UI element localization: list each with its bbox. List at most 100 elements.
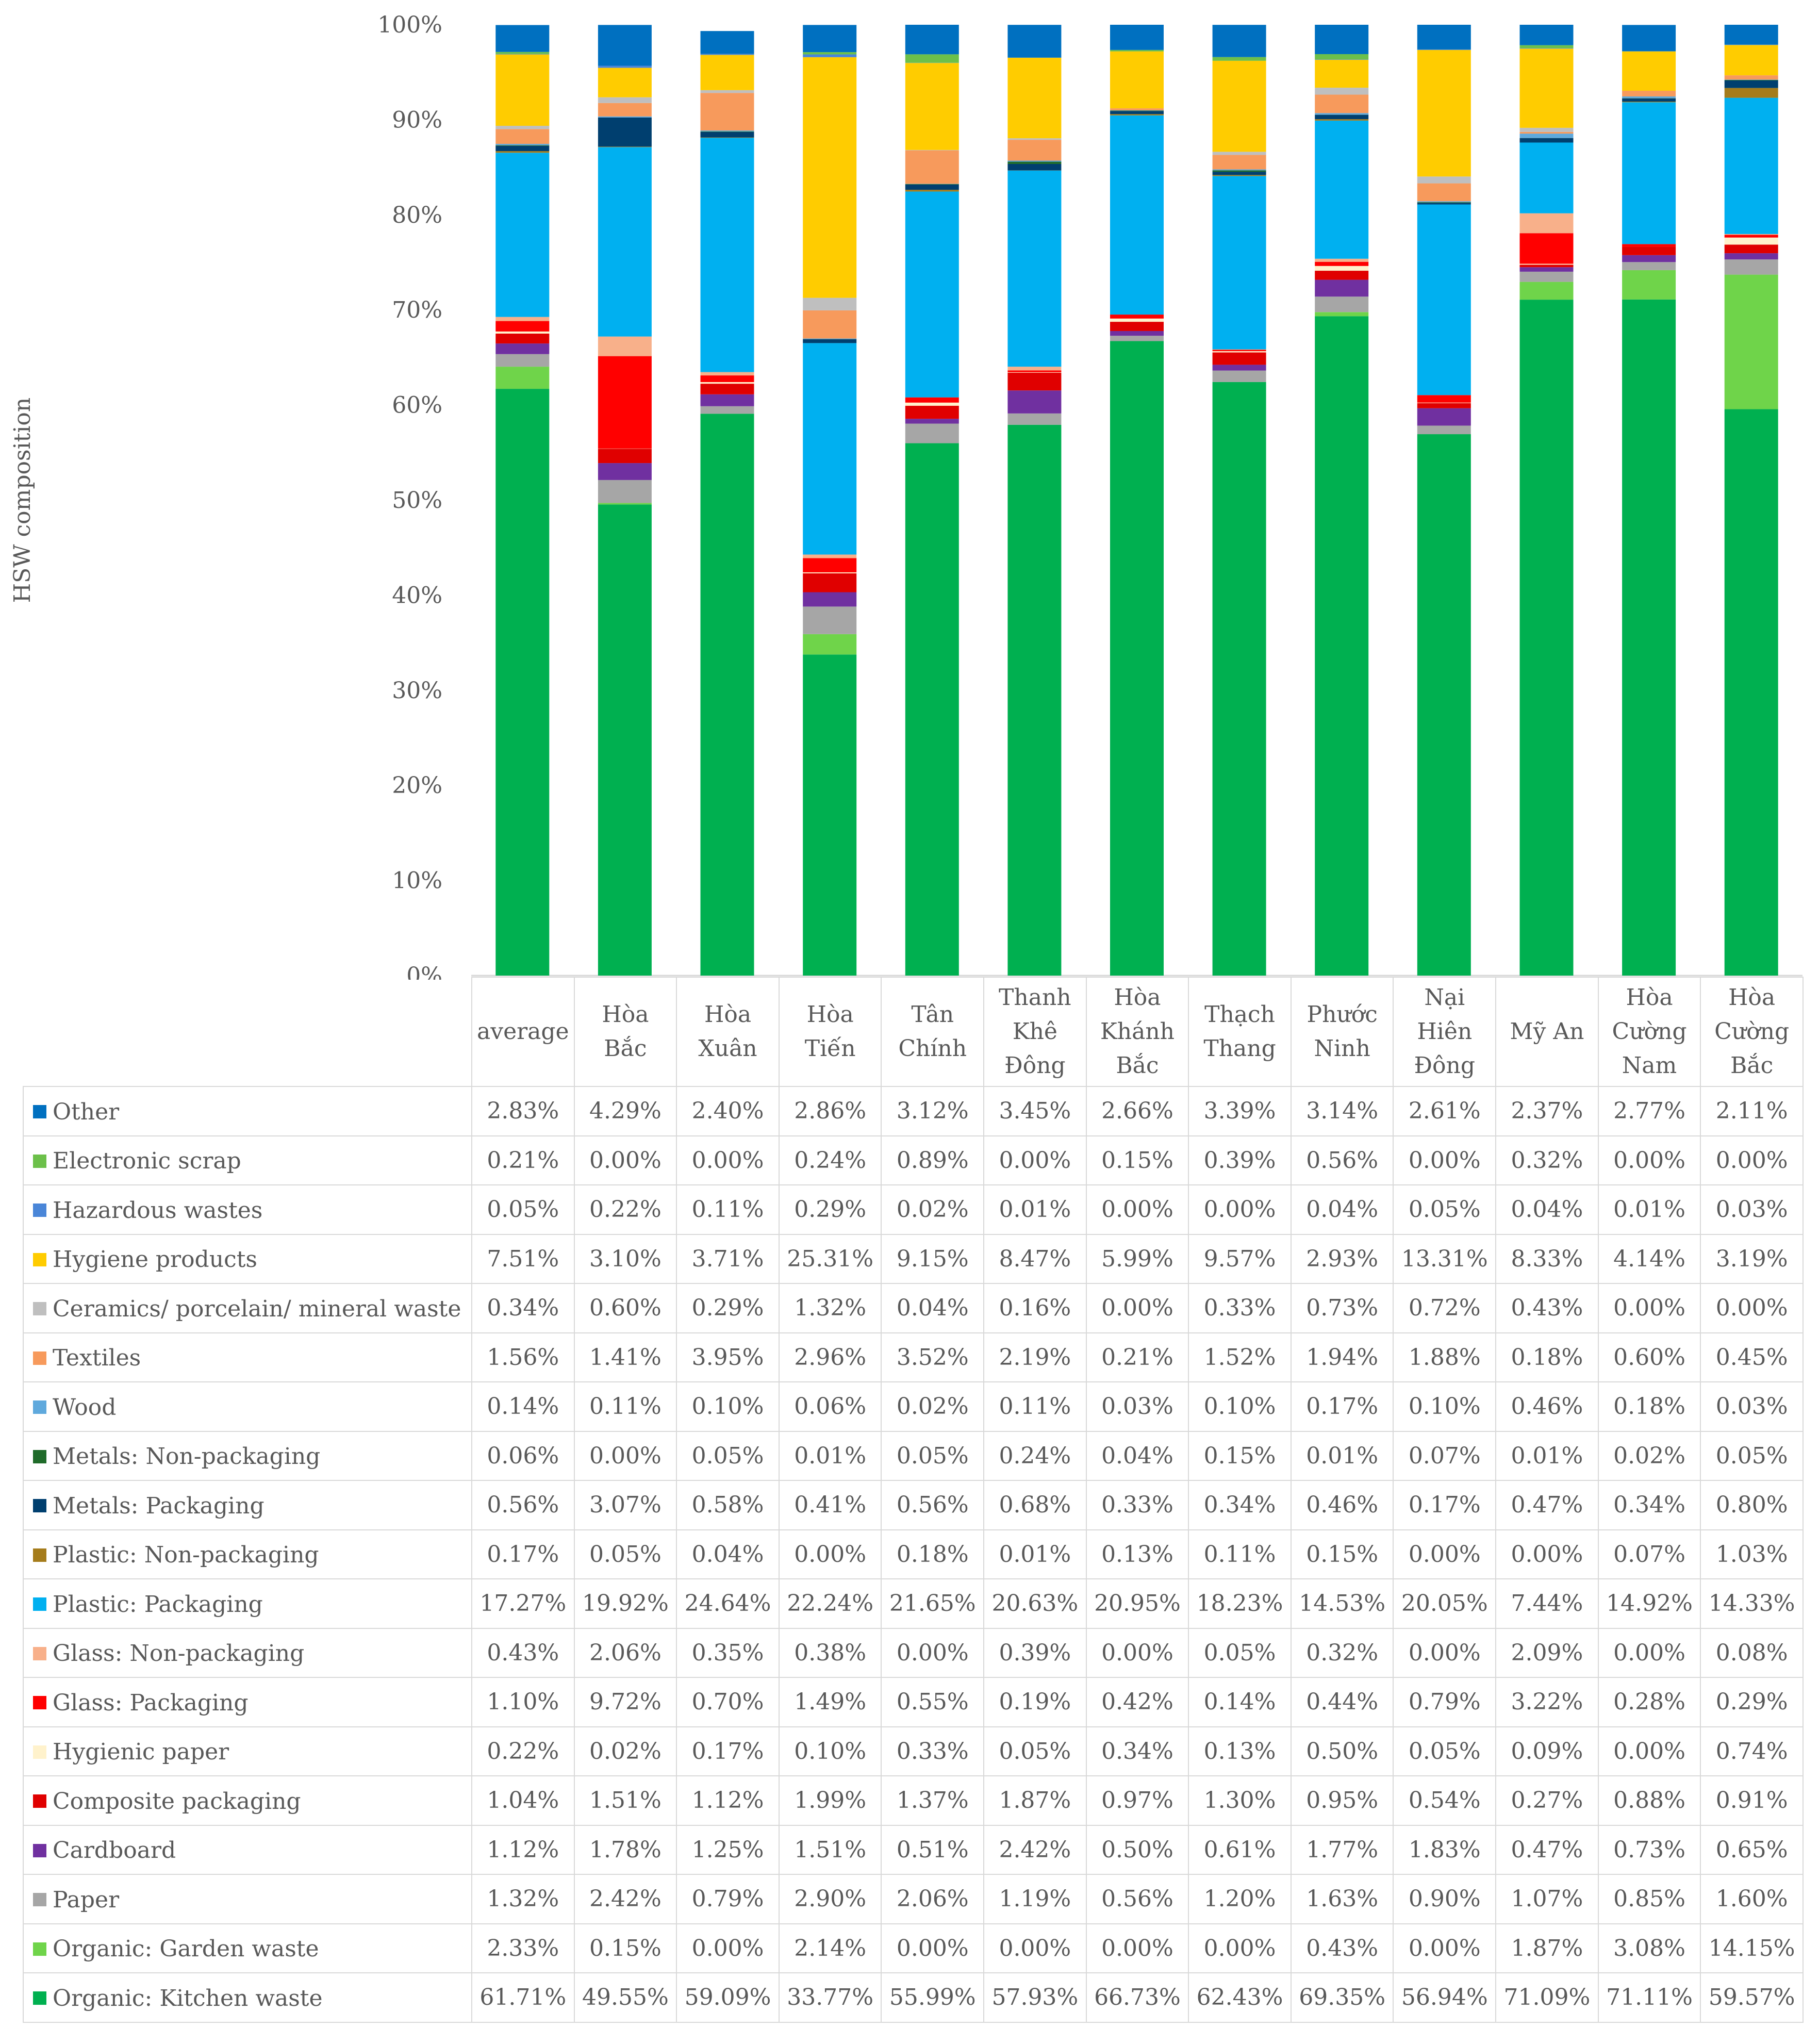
data-label: 0.29%: [778, 1184, 882, 1235]
data-label: 0.00%: [1085, 1283, 1189, 1333]
bar-segment: [1110, 110, 1164, 111]
legend-swatch: [33, 1400, 46, 1414]
data-label: 55.99%: [881, 1972, 985, 2023]
bar-segment: [1110, 25, 1164, 50]
series-name: Glass: Packaging: [53, 1689, 249, 1716]
data-label: 9.57%: [1188, 1233, 1292, 1284]
table-row: Textiles 1.56% 1.41% 3.95% 2.96% 3.52% 2.19% 0.…: [23, 1332, 1804, 1382]
legend-entry: Metals: Non-packaging: [23, 1430, 472, 1481]
series-name: Paper: [53, 1886, 120, 1913]
category-label-line: Cường: [1714, 1018, 1790, 1045]
data-label: 21.65%: [881, 1578, 985, 1629]
data-label: 0.10%: [676, 1381, 780, 1432]
category-header: Hòa Cường Bắc: [1700, 977, 1804, 1087]
data-label: 0.00%: [1393, 1135, 1497, 1185]
data-label: 0.00%: [881, 1923, 985, 1973]
data-label: 7.44%: [1495, 1578, 1599, 1629]
data-label: 3.71%: [676, 1233, 780, 1284]
data-label: 0.39%: [983, 1627, 1087, 1678]
table-row: Cardboard 1.12% 1.78% 1.25% 1.51% 0.51% 2.42% 0…: [23, 1824, 1804, 1875]
data-label: 2.33%: [471, 1923, 575, 1973]
data-label: 0.74%: [1700, 1726, 1804, 1776]
data-label: 0.00%: [573, 1135, 677, 1185]
table-row: Plastic: Non-packaging 0.17% 0.05% 0.04% 0.0…: [23, 1529, 1804, 1579]
data-label: 0.32%: [1290, 1627, 1394, 1678]
data-label: 0.38%: [778, 1627, 882, 1678]
bar-segment: [803, 57, 857, 298]
data-label: 5.99%: [1085, 1233, 1189, 1284]
data-label: 0.01%: [778, 1430, 882, 1481]
data-label: 0.05%: [1393, 1184, 1497, 1235]
bar-segment: [905, 419, 959, 424]
data-label: 59.09%: [676, 1972, 780, 2023]
data-label: 0.03%: [1700, 1184, 1804, 1235]
data-label: 49.55%: [573, 1972, 677, 2023]
bar-segment: [803, 572, 857, 573]
category-label-line: average: [477, 1018, 569, 1045]
legend-swatch: [33, 1991, 46, 2005]
data-label: 4.29%: [573, 1086, 677, 1136]
data-label: 0.95%: [1290, 1775, 1394, 1826]
series-name: Wood: [53, 1394, 117, 1421]
data-label: 19.92%: [573, 1578, 677, 1629]
bar-segment: [700, 31, 754, 54]
bar-segment: [1417, 202, 1471, 203]
bar-segment: [1519, 131, 1574, 134]
bar-segment: [495, 367, 550, 389]
data-label: 0.05%: [881, 1430, 985, 1481]
category-label-line: Hòa: [602, 1001, 649, 1028]
data-label: 61.71%: [471, 1972, 575, 2023]
data-label: 59.57%: [1700, 1972, 1804, 2023]
data-label: 66.73%: [1085, 1972, 1189, 2023]
bar-segment: [1212, 25, 1266, 57]
bar-segment: [700, 372, 754, 376]
data-label: 0.00%: [1188, 1923, 1292, 1973]
legend-entry: Plastic: Packaging: [23, 1578, 472, 1629]
bar-segment: [1315, 120, 1369, 259]
data-label: 0.11%: [573, 1381, 677, 1432]
data-label: 2.11%: [1700, 1086, 1804, 1136]
category-header: Mỹ An: [1495, 977, 1599, 1087]
bar-segment: [803, 634, 857, 655]
bar-segment: [1519, 263, 1574, 265]
bar-segment: [905, 25, 959, 55]
data-label: 0.06%: [778, 1381, 882, 1432]
data-label: 2.42%: [573, 1874, 677, 1924]
data-table: average Hòa Bắc Hòa Xuân Hòa Tiến Tân Chính Thanh…: [23, 977, 1804, 2023]
legend-swatch: [33, 1154, 46, 1168]
data-label: 0.68%: [983, 1480, 1087, 1530]
legend-swatch: [33, 1794, 46, 1808]
series-name: Cardboard: [53, 1837, 176, 1864]
data-label: 0.00%: [778, 1529, 882, 1579]
bar-segment: [1519, 213, 1574, 234]
bar-segment: [905, 191, 959, 398]
data-label: 0.01%: [1597, 1184, 1701, 1235]
bar-segment: [1007, 372, 1062, 391]
bar-segment: [495, 321, 550, 332]
data-label: 0.39%: [1188, 1135, 1292, 1185]
table-row: Metals: Packaging 0.56% 3.07% 0.58% 0.41% 0.5…: [23, 1480, 1804, 1530]
data-label: 0.00%: [1393, 1627, 1497, 1678]
data-label: 0.00%: [983, 1923, 1087, 1973]
bar-segment: [803, 25, 857, 53]
bar-segment: [1007, 161, 1062, 164]
data-label: 14.15%: [1700, 1923, 1804, 1973]
bar-segment: [1007, 372, 1062, 373]
data-label: 1.88%: [1393, 1332, 1497, 1382]
category-label-line: Hòa: [806, 1001, 854, 1028]
legend-entry: Cardboard: [23, 1824, 472, 1875]
data-label: 0.00%: [1597, 1726, 1701, 1776]
bar-segment: [1622, 246, 1676, 255]
series-name: Plastic: Packaging: [53, 1591, 263, 1618]
category-label-line: Hòa: [704, 1001, 752, 1028]
bars: [495, 25, 1778, 976]
data-label: 62.43%: [1188, 1972, 1292, 2023]
data-label: 0.90%: [1393, 1874, 1497, 1924]
data-label: 0.80%: [1700, 1480, 1804, 1530]
category-label-line: Mỹ An: [1510, 1018, 1584, 1045]
bar-segment: [1315, 54, 1369, 60]
bar-segment: [495, 25, 550, 52]
bar-segment: [1212, 382, 1266, 976]
y-tick-label: 100%: [377, 12, 442, 38]
data-label: 0.46%: [1290, 1480, 1394, 1530]
